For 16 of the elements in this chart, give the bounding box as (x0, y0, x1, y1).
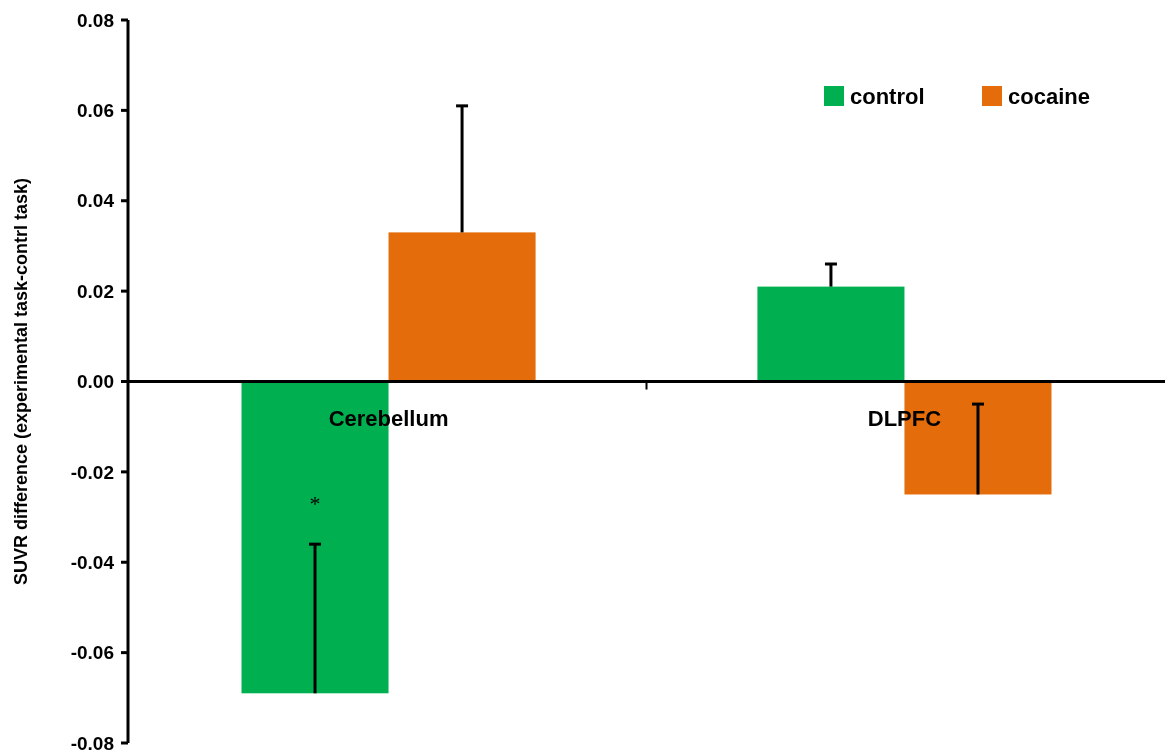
y-tick-label: -0.02 (70, 461, 114, 483)
y-tick-label: 0.02 (77, 280, 114, 302)
y-tick-label: -0.06 (70, 642, 114, 664)
y-tick-label: -0.04 (70, 551, 115, 573)
y-tick-label: 0.08 (77, 9, 114, 31)
y-tick-label: 0.00 (77, 371, 114, 393)
legend-label: cocaine (1008, 83, 1090, 109)
y-tick-label: 0.06 (77, 100, 114, 122)
bar (388, 232, 536, 382)
annotation: * (309, 490, 321, 516)
legend-label: control (850, 83, 925, 109)
y-axis-title: SUVR difference (experimental task-contrl task) (11, 177, 31, 586)
y-tick-label: 0.04 (77, 190, 115, 212)
bar (757, 286, 905, 382)
y-tick-label: -0.08 (70, 732, 114, 754)
x-tick-label: Cerebellum (328, 405, 449, 431)
